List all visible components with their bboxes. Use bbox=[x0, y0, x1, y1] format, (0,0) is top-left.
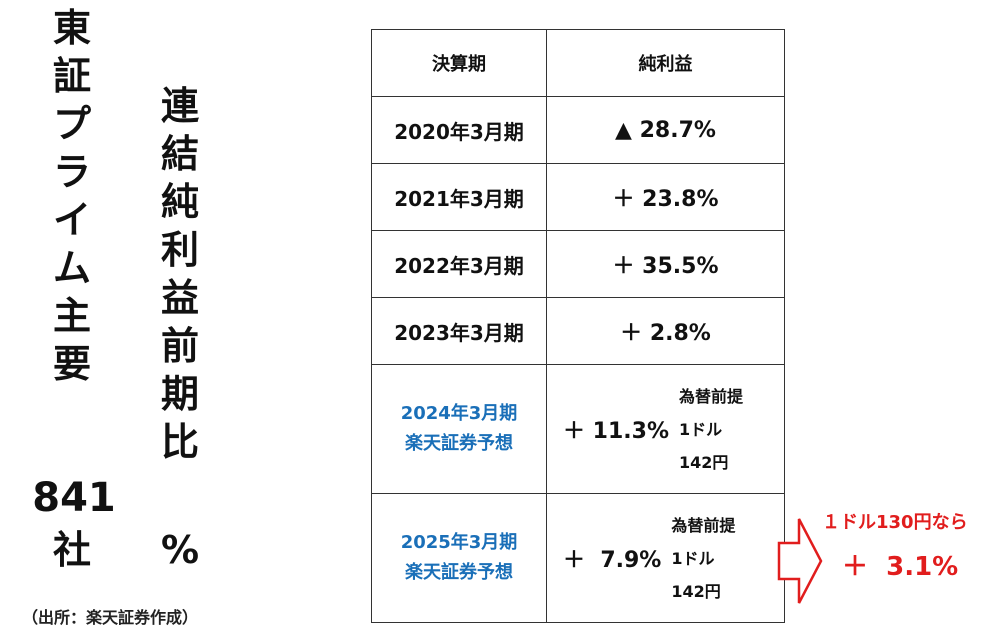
title-char: 証 bbox=[52, 54, 91, 98]
forecast-value-cell: ＋ 7.9% 為替前提 1ドル 142円 bbox=[546, 493, 785, 623]
table-row: 2022年3月期 ＋ 35.5% bbox=[371, 230, 785, 298]
forecast-note: 楽天証券予想 bbox=[405, 562, 513, 583]
profit-table: 決算期 純利益 2020年3月期 ▲ 28.7% 2021年3月期 ＋ 23.8… bbox=[371, 29, 785, 623]
company-count-suffix: 社 bbox=[52, 528, 91, 572]
header-period: 決算期 bbox=[371, 29, 547, 97]
header-profit: 純利益 bbox=[546, 29, 785, 97]
forecast-period-cell: 2025年3月期 楽天証券予想 bbox=[371, 493, 547, 623]
title-char: 前 bbox=[160, 324, 199, 368]
fx-rate: 1ドル bbox=[678, 419, 723, 439]
title-char: 主 bbox=[52, 294, 91, 338]
title-char: ラ bbox=[52, 150, 91, 194]
title-char: 連 bbox=[160, 84, 199, 128]
row-period: 2023年3月期 bbox=[371, 297, 547, 365]
title-column-profit: 連 結 純 利 益 前 期 比 bbox=[148, 82, 212, 466]
title-char: 期 bbox=[160, 372, 199, 416]
table-row: 2021年3月期 ＋ 23.8% bbox=[371, 163, 785, 231]
company-count: 841 bbox=[32, 475, 116, 521]
fx-assumption: 為替前提 1ドル 142円 bbox=[671, 509, 735, 608]
row-value: ＋ 2.8% bbox=[546, 297, 785, 365]
percent-sign: % bbox=[160, 528, 200, 572]
row-period: 2022年3月期 bbox=[371, 230, 547, 298]
title-char: 比 bbox=[160, 420, 199, 464]
forecast-period: 2025年3月期 bbox=[400, 532, 518, 553]
title-char: ム bbox=[52, 246, 91, 290]
forecast-period: 2024年3月期 bbox=[400, 403, 518, 424]
forecast-period-cell: 2024年3月期 楽天証券予想 bbox=[371, 364, 547, 494]
title-char: 東 bbox=[52, 6, 91, 50]
title-column-prime: 東 証 プ ラ イ ム 主 要 bbox=[40, 4, 104, 388]
table-header-row: 決算期 純利益 bbox=[371, 29, 785, 97]
fx-yen: 142円 bbox=[678, 452, 729, 472]
title-char: 要 bbox=[52, 342, 91, 386]
forecast-value: ＋ 11.3% bbox=[563, 419, 669, 444]
title-char: 益 bbox=[160, 276, 199, 320]
source-note: （出所：楽天証券作成） bbox=[22, 608, 199, 627]
forecast-row: 2025年3月期 楽天証券予想 ＋ 7.9% 為替前提 1ドル 142円 bbox=[371, 493, 785, 623]
fx-assumption: 為替前提 1ドル 142円 bbox=[679, 380, 743, 479]
forecast-row: 2024年3月期 楽天証券予想 ＋ 11.3% 為替前提 1ドル 142円 bbox=[371, 364, 785, 494]
title-char: 利 bbox=[160, 228, 199, 272]
row-value: ＋ 23.8% bbox=[546, 163, 785, 231]
title-char: イ bbox=[52, 198, 91, 242]
row-period: 2020年3月期 bbox=[371, 96, 547, 164]
title-char: 純 bbox=[160, 180, 199, 224]
table-row: 2020年3月期 ▲ 28.7% bbox=[371, 96, 785, 164]
row-value: ▲ 28.7% bbox=[546, 96, 785, 164]
row-value: ＋ 35.5% bbox=[546, 230, 785, 298]
title-char: 結 bbox=[160, 132, 199, 176]
fx-yen: 142円 bbox=[671, 581, 721, 601]
forecast-value: ＋ 7.9% bbox=[563, 548, 662, 573]
callout-condition: １ドル130円なら bbox=[822, 512, 968, 533]
fx-rate: 1ドル bbox=[671, 548, 715, 568]
forecast-note: 楽天証券予想 bbox=[405, 433, 513, 454]
forecast-value-cell: ＋ 11.3% 為替前提 1ドル 142円 bbox=[546, 364, 785, 494]
callout-value: ＋ 3.1% bbox=[842, 552, 959, 582]
table-row: 2023年3月期 ＋ 2.8% bbox=[371, 297, 785, 365]
fx-label: 為替前提 bbox=[678, 386, 743, 406]
title-char: プ bbox=[52, 102, 91, 146]
row-period: 2021年3月期 bbox=[371, 163, 547, 231]
arrow-right-icon bbox=[777, 518, 823, 604]
fx-label: 為替前提 bbox=[671, 515, 736, 535]
